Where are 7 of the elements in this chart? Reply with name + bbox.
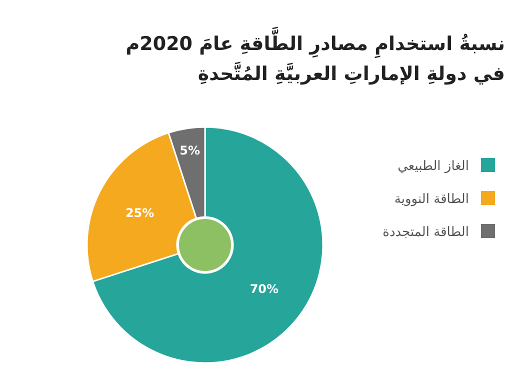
data-label: 5%: [180, 143, 200, 158]
chart-title: نسبةُ استخدامِ مصادرِ الطَّاقةِ عامَ 2020م في دولةِ الإماراتِ العربيَّةِ المُتَّحدةِ: [126, 26, 505, 85]
legend-label: الطاقة المتجددة: [382, 225, 469, 240]
legend-label: الغاز الطبيعي: [398, 159, 469, 174]
data-label: 25%: [125, 206, 154, 220]
legend-label: الطاقة النووية: [394, 192, 469, 207]
data-label: 70%: [250, 282, 279, 296]
